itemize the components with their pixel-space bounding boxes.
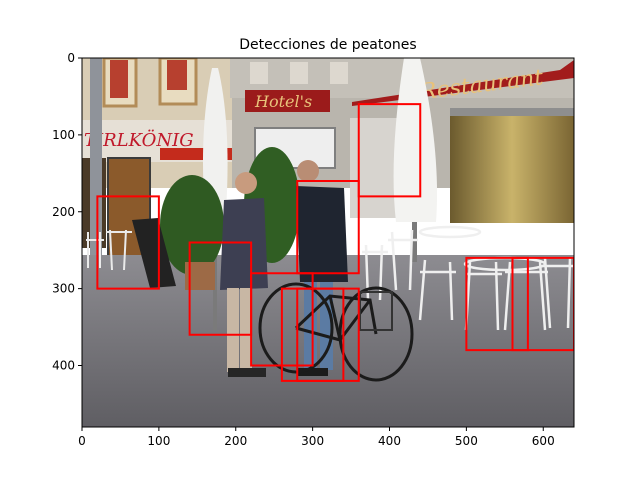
detection-box-9 [511, 256, 574, 352]
upper-window [290, 62, 308, 84]
store-sign-text: TIRLKÖNIG [84, 128, 194, 151]
x-axis: 0 100 200 300 400 500 600 [78, 427, 555, 448]
x-tick-label: 300 [301, 434, 324, 448]
window-curtain [167, 60, 187, 90]
y-axis: 0 100 200 300 400 [52, 51, 82, 373]
hotel-sign-board [245, 90, 330, 112]
umbrella-right [393, 58, 438, 222]
y-tick-label: 300 [52, 282, 75, 296]
umbrella-left [202, 68, 228, 210]
detection-box-7 [357, 103, 422, 198]
pedestrian-left [220, 172, 268, 377]
hotel-sign-text: Hotel's [254, 92, 312, 111]
x-tick-label: 100 [147, 434, 170, 448]
bush [160, 175, 224, 275]
y-tick-label: 200 [52, 205, 75, 219]
detection-box-8 [465, 256, 529, 352]
detection-box-1 [96, 195, 160, 290]
x-tick-label: 500 [455, 434, 478, 448]
y-tick-label: 100 [52, 128, 75, 142]
restaurant-window [450, 108, 574, 223]
detection-box-5 [296, 180, 360, 275]
detection-box-6 [296, 287, 360, 382]
umbrella-pole [412, 222, 417, 262]
upper-window [250, 62, 268, 84]
lamp-post [90, 58, 102, 258]
window-frame [450, 108, 574, 116]
upper-window [330, 62, 348, 84]
x-tick-label: 0 [78, 434, 86, 448]
y-tick-label: 400 [52, 359, 75, 373]
y-tick-label: 0 [67, 51, 75, 65]
x-tick-label: 400 [378, 434, 401, 448]
window-curtain [110, 60, 128, 98]
street-photo: TIRLKÖNIG Hotel's Restaurant [82, 58, 574, 427]
axes-frame [81, 57, 575, 428]
detection-boxes [96, 103, 574, 382]
menu-board [132, 218, 176, 288]
x-tick-label: 600 [532, 434, 555, 448]
figure-title: Detecciones de peatones [239, 37, 416, 53]
cafe-chairs-left [86, 229, 132, 271]
x-tick-label: 200 [224, 434, 247, 448]
